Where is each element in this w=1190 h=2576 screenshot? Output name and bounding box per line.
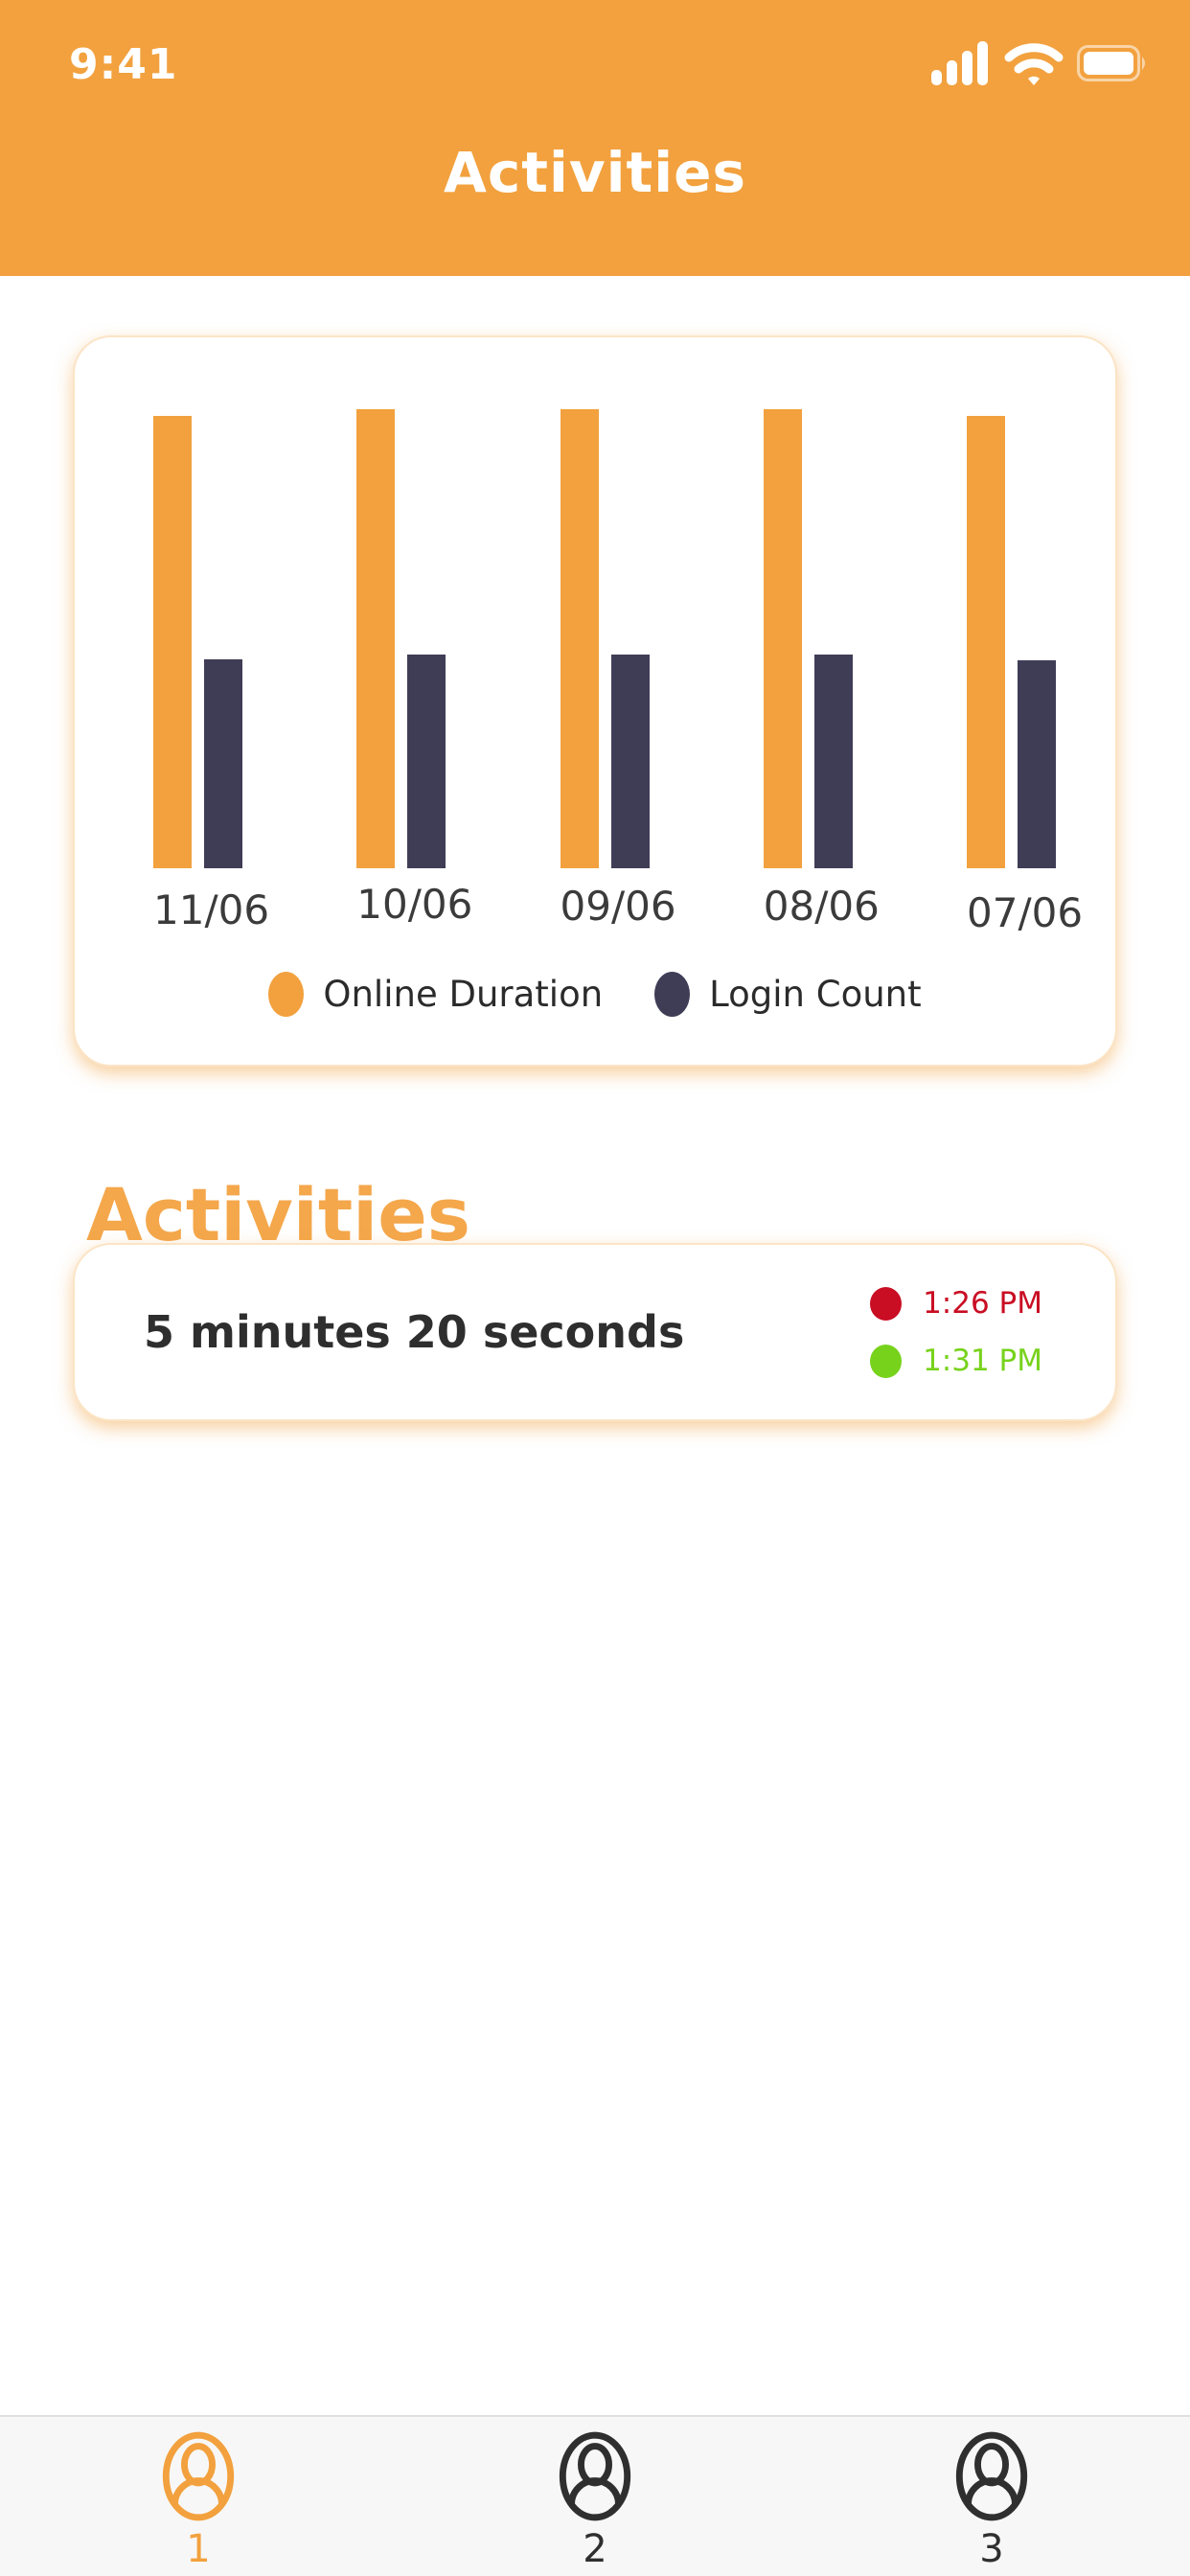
event-row-end: 1:31 PM (870, 1344, 1042, 1378)
bar-login-count (813, 655, 853, 868)
status-bar: 9:41 (0, 36, 1190, 94)
bar-login-count (407, 655, 446, 868)
cellular-signal-icon (931, 41, 991, 89)
legend-label: Login Count (709, 974, 922, 1015)
status-icons (931, 41, 1148, 89)
legend-label: Online Duration (323, 974, 604, 1015)
start-time: 1:26 PM (923, 1286, 1042, 1321)
event-times: 1:26 PM 1:31 PM (870, 1286, 1042, 1378)
x-label: 11/06 (153, 886, 270, 933)
tab-label: 3 (979, 2527, 1004, 2571)
tab-1[interactable]: 1 (0, 2417, 397, 2576)
wifi-icon (1004, 41, 1064, 89)
bar-login-count (1018, 660, 1056, 868)
end-dot-icon (870, 1344, 903, 1378)
bar-login-count (204, 659, 242, 868)
bar-group-10-06 (356, 409, 446, 868)
bar-group-08-06 (763, 409, 853, 868)
person-icon (953, 2429, 1030, 2523)
tab-3[interactable]: 3 (793, 2417, 1190, 2576)
activity-chart-card: 11/06 10/06 09/06 08/06 07/06 Online Dur… (73, 335, 1117, 1067)
bar-online-duration (763, 409, 802, 868)
bar-online-duration (967, 416, 1005, 868)
battery-icon (1077, 45, 1148, 85)
person-icon (160, 2429, 237, 2523)
bar-chart-plot (75, 409, 1115, 868)
event-row-start: 1:26 PM (870, 1286, 1042, 1321)
start-dot-icon (870, 1286, 903, 1321)
duration-text: 5 minutes 20 seconds (144, 1306, 685, 1358)
bar-group-11-06 (153, 416, 242, 868)
activity-entry-inner: 5 minutes 20 seconds 1:26 PM 1:31 PM (75, 1245, 1115, 1419)
page-title: Activities (443, 140, 747, 205)
tab-label: 2 (583, 2527, 607, 2571)
tab-label: 1 (186, 2527, 211, 2571)
app-header: 9:41 (0, 0, 1190, 276)
bar-online-duration (356, 409, 396, 868)
bar-login-count (610, 655, 650, 868)
x-label: 09/06 (560, 883, 676, 930)
tab-bar: 1 2 3 (0, 2415, 1190, 2576)
login-count-dot-icon (654, 972, 691, 1017)
person-icon (557, 2429, 633, 2523)
bar-group-07-06 (967, 416, 1056, 868)
end-time: 1:31 PM (923, 1344, 1042, 1378)
bar-online-duration (560, 409, 599, 868)
tab-2[interactable]: 2 (397, 2417, 793, 2576)
x-axis-labels: 11/06 10/06 09/06 08/06 07/06 (75, 881, 1115, 936)
online-duration-dot-icon (268, 972, 305, 1017)
bar-online-duration (153, 416, 192, 868)
bar-group-09-06 (560, 409, 650, 868)
status-time: 9:41 (69, 40, 178, 89)
x-label: 07/06 (967, 889, 1084, 936)
legend-item-login-count: Login Count (654, 972, 922, 1017)
chart-legend: Online Duration Login Count (75, 972, 1115, 1017)
x-label: 10/06 (356, 881, 473, 928)
x-label: 08/06 (763, 883, 880, 930)
legend-item-online-duration: Online Duration (268, 972, 603, 1017)
activity-entry-card[interactable]: 5 minutes 20 seconds 1:26 PM 1:31 PM (73, 1243, 1117, 1421)
